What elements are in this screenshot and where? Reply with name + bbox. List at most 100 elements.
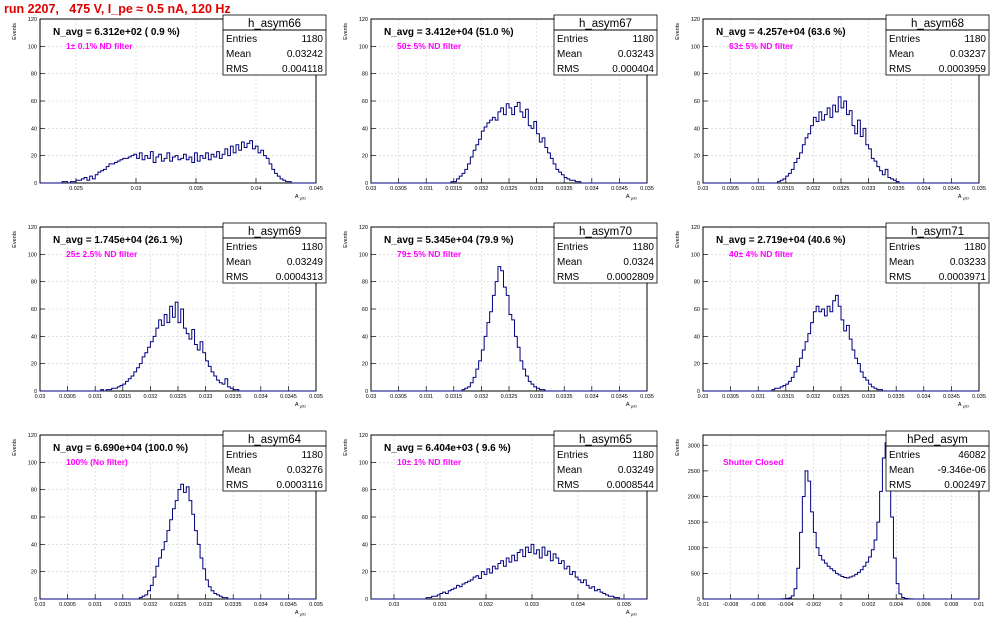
y-axis-label: Events — [675, 231, 681, 248]
stat-box-frame — [553, 14, 658, 76]
stat-entries-value: 1180 — [301, 242, 323, 253]
stat-entries-value: 1180 — [964, 242, 986, 253]
x-tick-label: 0.0315 — [114, 602, 131, 608]
x-tick-label: 0.032 — [475, 186, 489, 192]
y-tick-label: 80 — [694, 72, 700, 78]
x-tick-label: 0.031 — [751, 394, 765, 400]
n-avg-label: N_avg = 1.745e+04 (26.1 %) — [53, 235, 183, 246]
y-tick-label: 40 — [694, 126, 700, 132]
y-tick-label: 2500 — [688, 469, 700, 475]
x-axis-label-subscript: μ/D — [299, 612, 307, 617]
stat-rms-value: 0.0003971 — [939, 272, 987, 283]
histogram-series-h_asym68 — [703, 96, 979, 184]
x-tick-label: 0.0335 — [556, 186, 573, 192]
x-tick-label: 0.035 — [972, 394, 986, 400]
filter-label: 1± 0.1% ND filter — [66, 41, 133, 51]
stat-box: h_asym65 Entries 1180 Mean 0.03249 RMS 0.00085… — [553, 430, 658, 492]
y-tick-label: 3000 — [688, 443, 700, 449]
filter-label: 25± 2.5% ND filter — [66, 249, 138, 259]
x-tick-label: 0.032 — [144, 602, 158, 608]
x-tick-label: 0.004 — [889, 602, 903, 608]
y-tick-label: 0 — [34, 597, 37, 603]
stat-box-title: h_asym64 — [248, 434, 302, 446]
y-tick-label: 40 — [31, 542, 37, 548]
y-tick-label: 60 — [362, 307, 368, 313]
n-avg-label: N_avg = 5.345e+04 (79.9 %) — [384, 235, 514, 246]
y-tick-label: 120 — [359, 225, 368, 231]
stat-entries-label: Entries — [889, 34, 920, 45]
x-tick-label: 0.033 — [862, 186, 876, 192]
y-axis-label: Events — [343, 439, 349, 456]
y-tick-label: 0 — [697, 597, 700, 603]
y-tick-label: 80 — [362, 280, 368, 286]
x-tick-label: 0.034 — [917, 394, 931, 400]
stat-entries-label: Entries — [226, 450, 257, 461]
stat-entries-label: Entries — [226, 34, 257, 45]
x-axis-label-subscript: μ/D — [299, 196, 307, 201]
x-tick-label: 0.03 — [698, 186, 709, 192]
x-tick-label: 0.033 — [530, 394, 544, 400]
stat-box-title: h_asym68 — [911, 18, 964, 30]
y-tick-label: 20 — [362, 362, 368, 368]
x-tick-label: 0.033 — [530, 186, 544, 192]
x-tick-label: 0.0325 — [501, 394, 518, 400]
x-tick-label: 0.035 — [972, 186, 986, 192]
x-tick-label: 0.002 — [862, 602, 876, 608]
stat-mean-label: Mean — [889, 465, 914, 476]
stat-box: h_asym66 Entries 1180 Mean 0.03242 RMS 0.00411… — [222, 14, 327, 76]
n-avg-label: N_avg = 6.404e+03 ( 9.6 %) — [384, 443, 511, 454]
y-tick-label: 120 — [359, 17, 368, 23]
stat-entries-value: 1180 — [632, 34, 654, 45]
y-tick-label: 100 — [691, 252, 700, 258]
stat-entries-label: Entries — [226, 242, 257, 253]
stat-entries-value: 1180 — [964, 34, 986, 45]
stat-mean-value: 0.03249 — [287, 257, 324, 268]
filter-label: 100% (No filter) — [66, 457, 128, 467]
stat-rms-value: 0.0003959 — [939, 64, 987, 75]
y-tick-label: 80 — [362, 488, 368, 494]
y-tick-label: 0 — [365, 181, 368, 187]
x-tick-label: 0.006 — [917, 602, 931, 608]
x-axis-label: A μ/D — [295, 194, 306, 201]
x-tick-label: 0.0325 — [170, 602, 187, 608]
x-tick-label: 0.031 — [433, 602, 447, 608]
n-avg-label: N_avg = 4.257e+04 (63.6 %) — [716, 27, 846, 38]
x-tick-label: 0.035 — [640, 394, 654, 400]
filter-label: 79± 5% ND filter — [397, 249, 462, 259]
stat-box: h_asym64 Entries 1180 Mean 0.03276 RMS 0.00031… — [222, 430, 327, 492]
y-tick-label: 40 — [362, 126, 368, 132]
x-tick-label: -0.004 — [778, 602, 794, 608]
y-tick-label: 0 — [697, 389, 700, 395]
x-axis-label: A μ/D — [958, 402, 969, 409]
y-tick-label: 500 — [691, 571, 700, 577]
x-tick-label: 0.0315 — [777, 394, 794, 400]
stat-rms-value: 0.002497 — [944, 480, 986, 491]
y-tick-label: 40 — [362, 334, 368, 340]
x-tick-label: 0.03 — [366, 186, 377, 192]
y-tick-label: 100 — [28, 252, 37, 258]
stat-entries-value: 1180 — [632, 242, 654, 253]
x-tick-label: 0.03 — [35, 602, 46, 608]
stat-rms-label: RMS — [226, 272, 249, 283]
histogram-panel-h_asym65: 0.03 0.031 0.032 0.033 0.034 0.035 0 20 40 60 80 10… — [343, 430, 658, 617]
y-tick-label: 0 — [365, 389, 368, 395]
x-tick-label: 0.0315 — [777, 186, 794, 192]
x-tick-label: -0.002 — [806, 602, 822, 608]
y-tick-label: 20 — [362, 570, 368, 576]
stat-mean-value: 0.03237 — [950, 49, 987, 60]
stat-rms-value: 0.000404 — [612, 64, 654, 75]
y-tick-label: 120 — [28, 225, 37, 231]
histogram-series-hPed_asym — [703, 442, 979, 600]
x-axis-label-subscript: μ/D — [630, 196, 638, 201]
page-title: run 2207, 475 V, I_pe ≈ 0.5 nA, 120 Hz — [4, 2, 231, 16]
y-tick-label: 100 — [691, 44, 700, 50]
n-avg-label: N_avg = 3.412e+04 (51.0 %) — [384, 27, 514, 38]
histogram-series-h_asym71 — [703, 294, 979, 392]
x-tick-label: 0.033 — [862, 394, 876, 400]
y-tick-label: 120 — [691, 225, 700, 231]
stat-box-title: h_asym67 — [579, 18, 632, 30]
x-tick-label: 0.0305 — [59, 394, 76, 400]
y-axis-label: Events — [343, 231, 349, 248]
y-tick-label: 100 — [359, 252, 368, 258]
